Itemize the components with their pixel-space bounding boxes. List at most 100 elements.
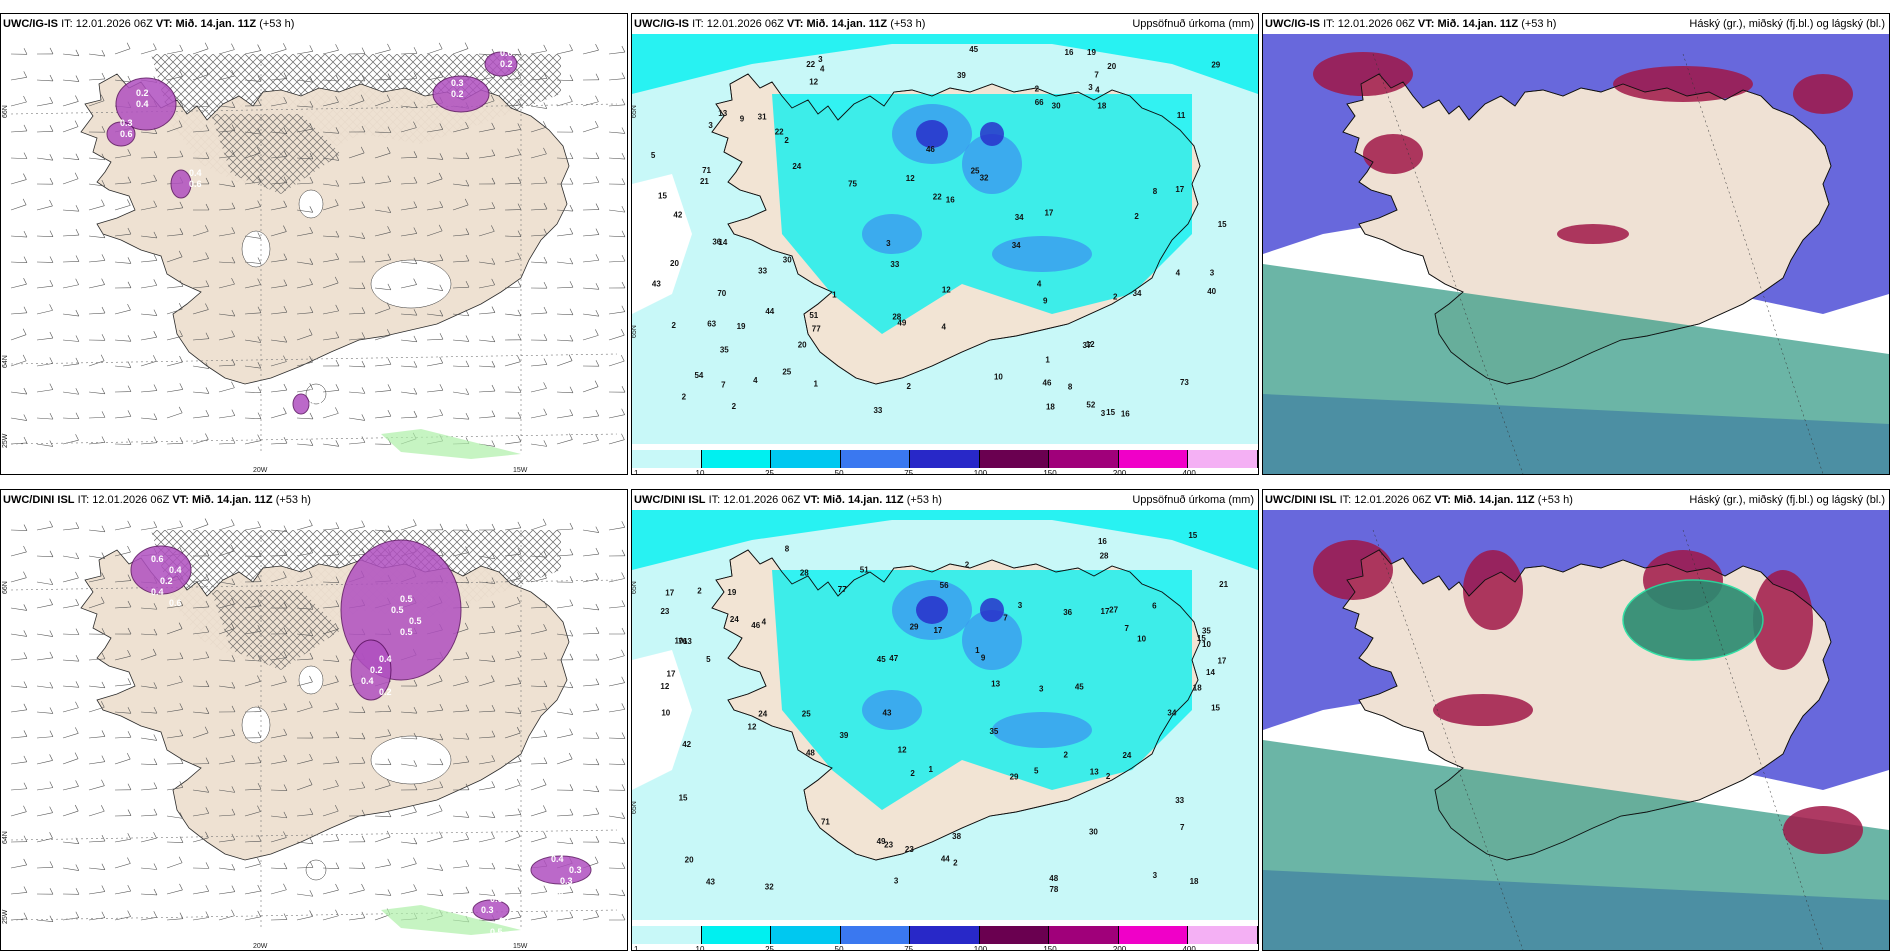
vt-label: VT: (1418, 18, 1435, 30)
precip-value-label: 28 (1100, 551, 1109, 560)
colorbar-swatch (1049, 926, 1119, 944)
precip-value-label: 2 (1064, 751, 1069, 760)
high-cloud-area (1433, 694, 1533, 726)
precip-value-label: 7 (1180, 823, 1185, 832)
panel-header: UWC/DINI ISL IT: 12.01.2026 06Z VT: Mið.… (632, 490, 1258, 510)
precip-value-label: 13 (718, 109, 727, 118)
cloud-map (1263, 34, 1889, 475)
precip-value-label: 77 (812, 324, 821, 333)
model-name: UWC/DINI ISL (3, 494, 75, 506)
precip-value-label: 4 (820, 64, 825, 73)
precip-value-label: 34 (1167, 709, 1176, 718)
precip-value-label: 17 (933, 626, 942, 635)
low-cloud-area (1623, 580, 1763, 660)
precip-value-label: 24 (1122, 751, 1131, 760)
precip-band (992, 712, 1092, 748)
colorbar-swatch (1188, 926, 1258, 944)
colorbar-swatch (980, 450, 1050, 468)
axis-label: 25W (2, 433, 9, 448)
precip-value-label: 2 (965, 561, 970, 570)
high-cloud-area (1463, 550, 1523, 630)
precip-value-label: 32 (980, 173, 989, 182)
init-time: 12.01.2026 06Z (1354, 494, 1431, 506)
precip-value-label: 22 (806, 60, 815, 69)
precip-value-label: 37 (1083, 341, 1092, 350)
precip-value-label: 5 (1034, 767, 1039, 776)
precip-band (916, 120, 948, 148)
precip-value-label: 66 (1035, 98, 1044, 107)
colorbar-swatch (1119, 926, 1189, 944)
axis-label: 25W (2, 909, 9, 924)
precip-value-label: 32 (765, 882, 774, 891)
panel-header: UWC/DINI ISL IT: 12.01.2026 06Z VT: Mið.… (1263, 490, 1889, 510)
precip-value-label: 75 (848, 179, 857, 188)
precip-value-label: 40 (1207, 287, 1216, 296)
precip-value-label: 33 (1175, 796, 1184, 805)
precip-value-label: 46 (1043, 378, 1052, 387)
icing-area (293, 394, 309, 414)
precip-value-label: 21 (700, 177, 709, 186)
precip-value-label: 4 (1095, 85, 1100, 94)
panel-header: UWC/DINI ISL IT: 12.01.2026 06Z VT: Mið.… (1, 490, 627, 510)
precip-band (862, 690, 922, 730)
colorbar-swatch (702, 926, 772, 944)
panel-title: Uppsöfnuð úrkoma (mm) (1132, 490, 1254, 510)
precip-value-label: 10 (661, 708, 670, 717)
icing-value-label: 0.6 (490, 894, 503, 904)
axis-label: 15W (513, 467, 528, 474)
precip-value-label: 9 (981, 654, 986, 663)
precip-value-label: 1 (1045, 355, 1050, 364)
icing-value-label: 0.5 (409, 616, 422, 626)
model-name: UWC/DINI ISL (1265, 494, 1337, 506)
precip-value-label: 45 (969, 45, 978, 54)
cloud-map (1263, 510, 1889, 951)
icing-value-label: 0.4 (189, 168, 202, 178)
colorbar-tick-label: 400 (1182, 469, 1195, 475)
icing-value-label: 0.2 (500, 59, 513, 69)
panel-dini-clouds: UWC/DINI ISL IT: 12.01.2026 06Z VT: Mið.… (1262, 489, 1890, 951)
precip-value-label: 33 (758, 267, 767, 276)
precip-value-label: 15 (1218, 220, 1227, 229)
model-name: UWC/IG-IS (634, 18, 689, 30)
precip-value-label: 31 (758, 113, 767, 122)
precip-value-label: 15 (1211, 704, 1220, 713)
icing-value-label: 0.6 (189, 179, 202, 189)
icing-value-label: 0.5 (499, 916, 512, 926)
precip-value-label: 15 (1106, 408, 1115, 417)
panel-header: UWC/IG-IS IT: 12.01.2026 06Z VT: Mið. 14… (1263, 14, 1889, 34)
precip-value-label: 29 (910, 622, 919, 631)
high-cloud-area (1783, 806, 1863, 854)
precip-value-label: 3 (1153, 871, 1158, 880)
icing-value-label: 0.2 (379, 687, 392, 697)
precip-value-label: 6 (1152, 601, 1157, 610)
icing-value-label: 0.4 (136, 99, 149, 109)
it-label: IT: (78, 494, 90, 506)
precip-value-label: 3 (1088, 83, 1093, 92)
precip-value-label: 8 (1068, 383, 1073, 392)
precip-value-label: 39 (839, 731, 848, 740)
colorbar-tick-label: 100 (974, 945, 987, 951)
panel-header: UWC/IG-IS IT: 12.01.2026 06Z VT: Mið. 14… (1, 14, 627, 34)
colorbar-tick-label: 200 (1113, 469, 1126, 475)
precip-value-label: 20 (670, 259, 679, 268)
colorbar-swatch (910, 926, 980, 944)
icing-value-label: 0.5 (309, 388, 322, 398)
icing-value-label: 0.4 (551, 854, 564, 864)
icing-value-label: 0.3 (569, 865, 582, 875)
axis-label: 65N (632, 581, 638, 594)
icing-value-label: 0.6 (120, 129, 133, 139)
precip-value-label: 13 (683, 637, 692, 646)
panel-ig-wind: UWC/IG-IS IT: 12.01.2026 06Z VT: Mið. 14… (0, 13, 628, 475)
colorbar-tick-label: 150 (1043, 945, 1056, 951)
map-svg (1263, 34, 1889, 474)
icing-value-label: 0.6 (151, 554, 164, 564)
precip-band (916, 596, 948, 624)
it-label: IT: (709, 494, 721, 506)
precip-value-label: 47 (889, 654, 898, 663)
precip-value-label: 13 (1090, 768, 1099, 777)
icing-value-label: 0.5 (391, 605, 404, 615)
colorbar-tick-label: 1 (634, 945, 638, 951)
